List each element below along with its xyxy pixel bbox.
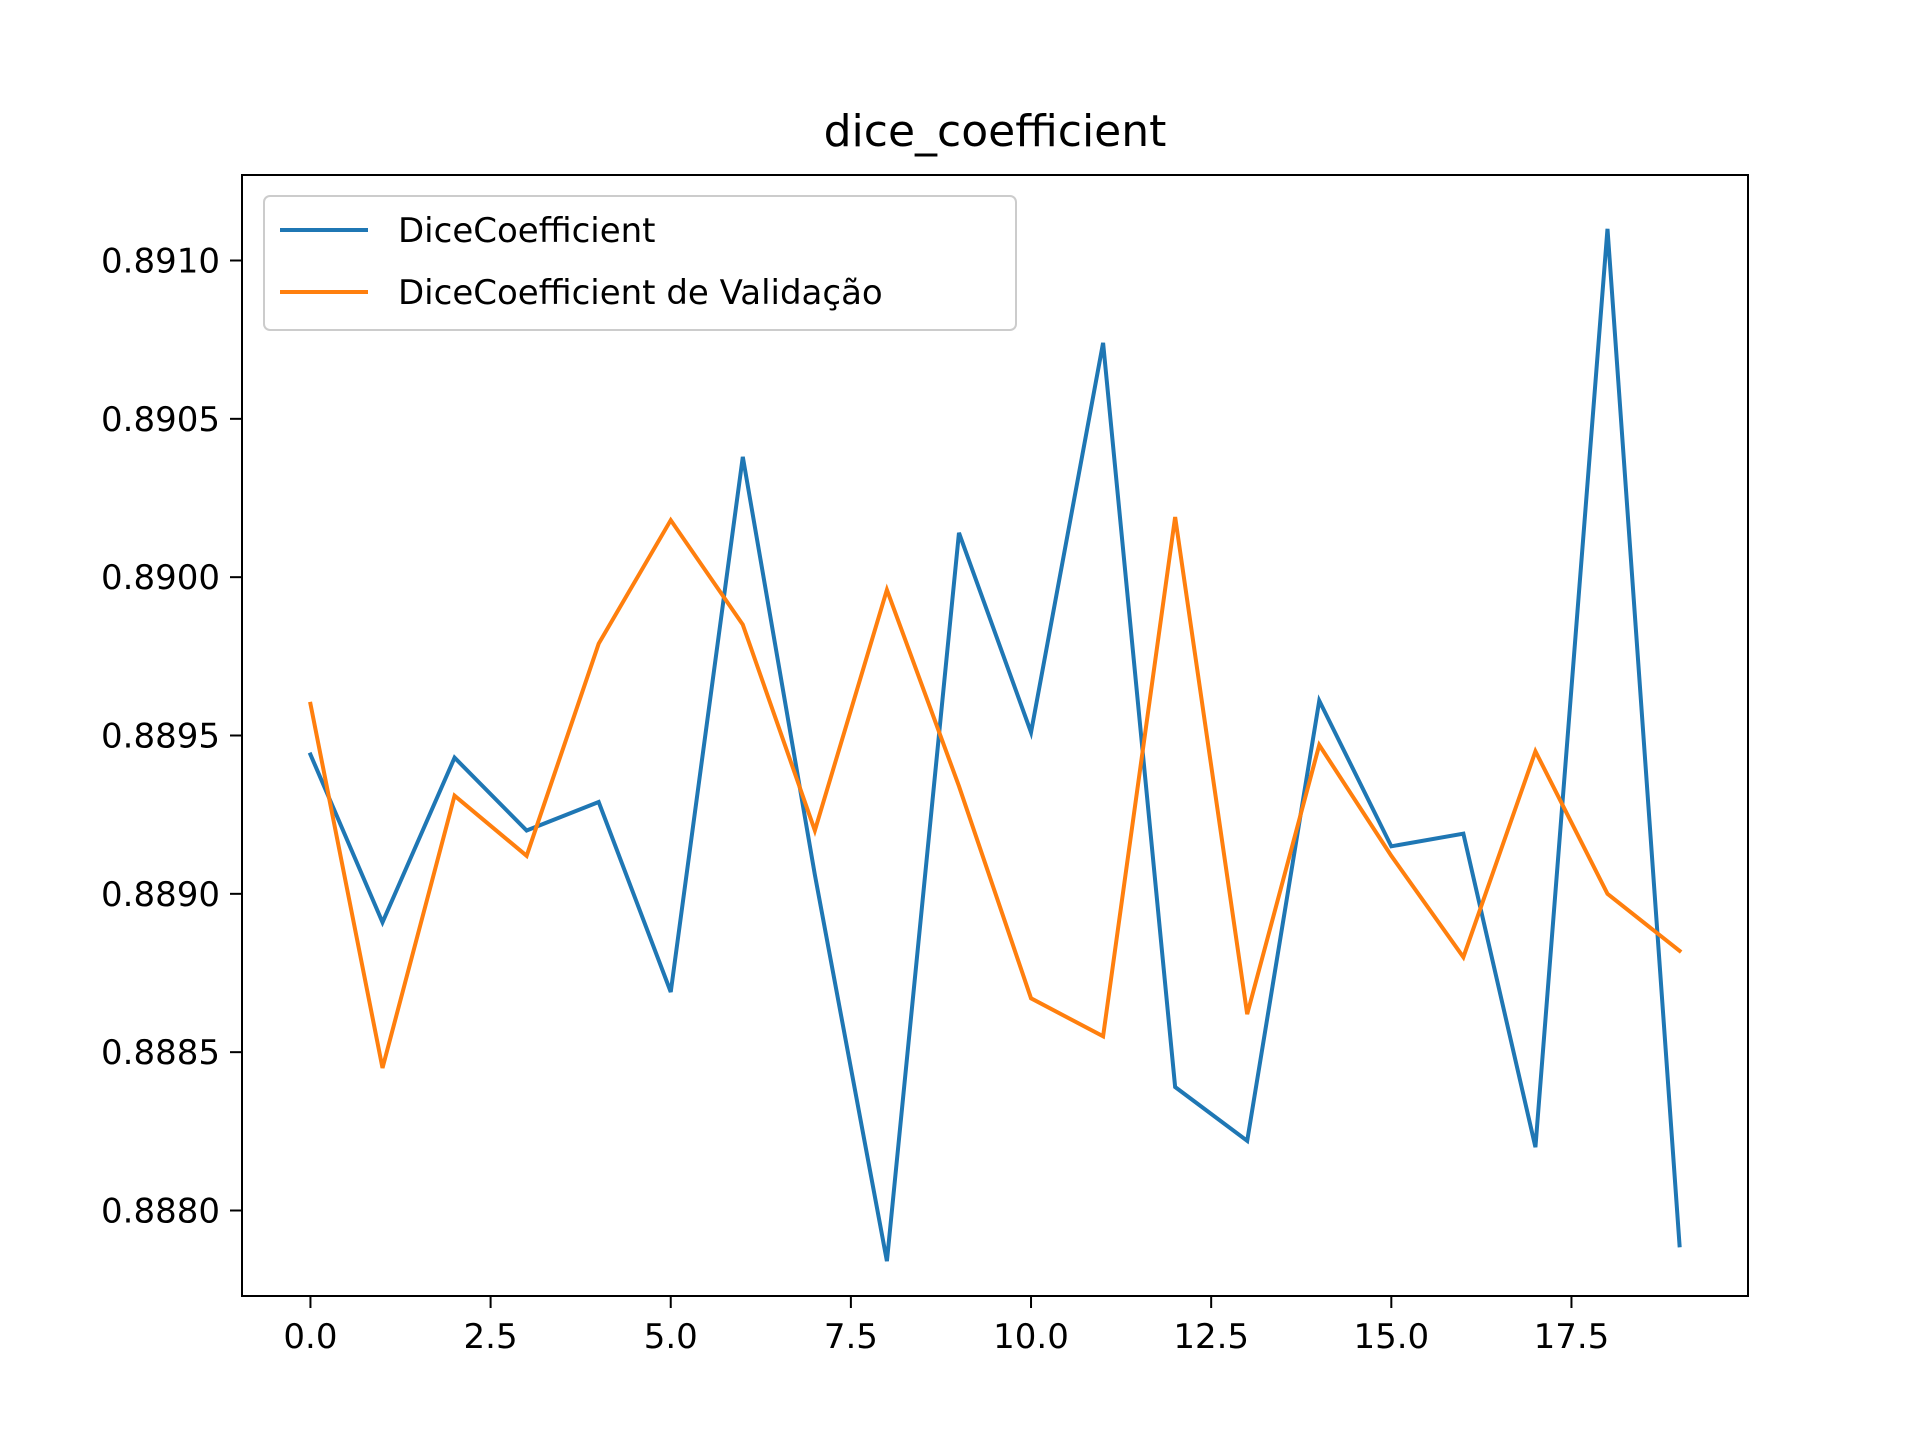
x-tick-label: 10.0 xyxy=(993,1317,1069,1357)
y-tick-label: 0.8880 xyxy=(101,1192,220,1232)
y-axis: 0.8880 0.8885 0.8890 0.8895 0.8900 0.8905 0.89… xyxy=(101,242,242,1232)
legend-box xyxy=(263,195,1017,331)
x-tick-label: 5.0 xyxy=(644,1317,698,1357)
x-axis: 0.0 2.5 5.0 7.5 10.0 12.5 15.0 17.5 xyxy=(283,1296,1609,1357)
x-tick-label: 17.5 xyxy=(1534,1317,1610,1357)
y-tick-label: 0.8890 xyxy=(101,875,220,915)
legend: DiceCoefficient DiceCoefficient de Valida… xyxy=(263,195,1017,331)
x-tick-label: 2.5 xyxy=(464,1317,518,1357)
y-tick-label: 0.8900 xyxy=(101,558,220,598)
series-group xyxy=(307,228,1683,1262)
series-line-2 xyxy=(308,516,1683,1069)
x-tick-label: 12.5 xyxy=(1173,1317,1249,1357)
legend-label-1: DiceCoefficient xyxy=(398,211,656,251)
y-tick-label: 0.8885 xyxy=(101,1033,220,1073)
chart-title: dice_coefficient xyxy=(824,106,1167,157)
x-tick-label: 15.0 xyxy=(1353,1317,1429,1357)
x-tick-label: 7.5 xyxy=(824,1317,878,1357)
legend-label-2: DiceCoefficient de Validação xyxy=(398,273,883,313)
y-tick-label: 0.8910 xyxy=(101,242,220,282)
y-tick-label: 0.8905 xyxy=(101,400,220,440)
x-tick-label: 0.0 xyxy=(283,1317,337,1357)
y-tick-label: 0.8895 xyxy=(101,717,220,757)
